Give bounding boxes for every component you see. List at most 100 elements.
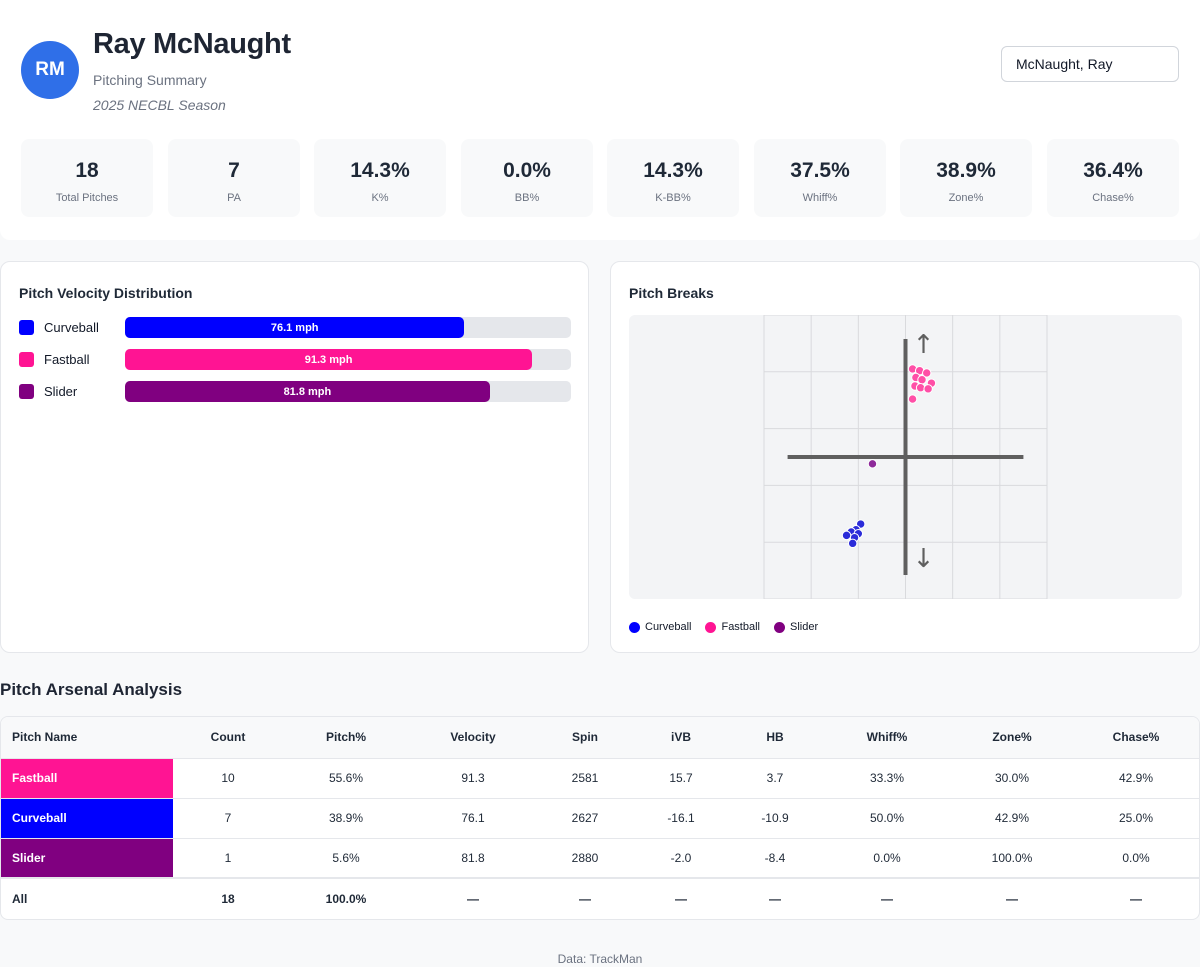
legend-label: Slider <box>790 621 819 633</box>
arrow-down-icon: ↓ <box>913 544 935 574</box>
velocity-cell: 76.1 <box>409 798 537 839</box>
spin-cell: 2627 <box>537 798 633 839</box>
ivb-cell: -16.1 <box>633 798 729 839</box>
whiff-cell: 0.0% <box>821 838 953 879</box>
column-header[interactable]: Chase% <box>1071 717 1199 759</box>
breaks-legend: Curveball Fastball Slider <box>629 621 832 633</box>
scatter-point-slider <box>867 459 878 469</box>
arrow-up-icon: ↑ <box>913 330 935 360</box>
ivb-cell: 15.7 <box>633 758 729 799</box>
scatter-point-curveball <box>847 538 858 549</box>
velocity-row-fastball: Fastball 91.3 mph <box>19 349 571 371</box>
table-row: Fastball 10 55.6% 91.3 2581 15.7 3.7 33.… <box>1 758 1199 799</box>
stat-value: 37.5% <box>790 159 850 182</box>
stat-label: Total Pitches <box>55 192 119 204</box>
whiff-cell: 33.3% <box>821 758 953 799</box>
chase-cell: 25.0% <box>1071 798 1199 839</box>
column-header[interactable]: Pitch Name <box>1 717 173 759</box>
velocity-bar: 81.8 mph <box>125 381 490 402</box>
breaks-plot[interactable]: ↑ ↓ <box>629 315 1182 599</box>
stat-value: 7 <box>228 159 240 182</box>
velocity-track: 76.1 mph <box>125 317 571 338</box>
chase-cell: — <box>1071 877 1199 919</box>
stat-card-pa: 7 PA <box>168 139 300 217</box>
velocity-bar: 76.1 mph <box>125 317 465 338</box>
player-select[interactable]: McNaught, Ray <box>1001 46 1179 82</box>
stat-card-zone-pct: 38.9% Zone% <box>900 139 1032 217</box>
column-header[interactable]: Velocity <box>409 717 537 759</box>
breaks-scatter: ↑↓ <box>763 315 1048 599</box>
stat-value: 18 <box>75 159 99 182</box>
stat-value: 0.0% <box>503 159 551 182</box>
stat-card-total-pitches: 18 Total Pitches <box>21 139 153 217</box>
pitch-name-cell: Slider <box>1 838 173 879</box>
legend-dot <box>629 621 640 633</box>
breaks-panel-title: Pitch Breaks <box>629 285 714 301</box>
pitch-color-swatch <box>19 320 34 335</box>
scatter-point-curveball <box>841 530 852 541</box>
ivb-cell: -2.0 <box>633 838 729 879</box>
stat-label: K-BB% <box>655 192 691 204</box>
legend-label: Curveball <box>645 621 692 633</box>
spin-cell: — <box>537 877 633 919</box>
player-name: Ray McNaught <box>93 28 291 60</box>
pitch-color-swatch <box>19 384 34 399</box>
pitch-name-cell: Curveball <box>1 798 173 839</box>
legend-item-curveball[interactable]: Curveball <box>629 621 691 633</box>
column-header[interactable]: Whiff% <box>821 717 953 759</box>
total-label-cell: All <box>1 877 173 919</box>
pitch-name: Slider <box>44 384 78 399</box>
arsenal-table: Pitch Name Count Pitch% Velocity Spin iV… <box>0 716 1200 920</box>
ivb-cell: — <box>633 877 729 919</box>
velocity-track: 81.8 mph <box>125 381 571 402</box>
stat-value: 36.4% <box>1083 159 1143 182</box>
column-header[interactable]: HB <box>729 717 821 759</box>
stat-card-chase-pct: 36.4% Chase% <box>1047 139 1179 217</box>
count-cell: 18 <box>173 877 283 919</box>
scatter-point-fastball <box>923 384 933 394</box>
stat-card-whiff-pct: 37.5% Whiff% <box>754 139 886 217</box>
stat-label: Zone% <box>948 192 984 204</box>
legend-label: Fastball <box>721 621 760 633</box>
column-header[interactable]: Zone% <box>953 717 1071 759</box>
stat-card-bb-pct: 0.0% BB% <box>461 139 593 217</box>
zone-cell: — <box>953 877 1071 919</box>
arsenal-section-title: Pitch Arsenal Analysis <box>0 680 183 699</box>
table-row: Curveball 7 38.9% 76.1 2627 -16.1 -10.9 … <box>1 798 1199 839</box>
column-header[interactable]: Pitch% <box>283 717 409 759</box>
count-cell: 10 <box>173 758 283 799</box>
velocity-row-slider: Slider 81.8 mph <box>19 381 571 403</box>
scatter-point-fastball <box>907 394 918 404</box>
column-header[interactable]: Spin <box>537 717 633 759</box>
table-header-row: Pitch Name Count Pitch% Velocity Spin iV… <box>1 717 1199 759</box>
pitch-name: Curveball <box>44 320 99 335</box>
spin-cell: 2880 <box>537 838 633 879</box>
velocity-row-curveball: Curveball 76.1 mph <box>19 317 571 339</box>
stat-label: Chase% <box>1092 192 1134 204</box>
velocity-bar: 91.3 mph <box>125 349 533 370</box>
table-total-row: All 18 100.0% — — — — — — — <box>1 877 1199 919</box>
season-label: 2025 NECBL Season <box>93 97 226 113</box>
legend-item-fastball[interactable]: Fastball <box>705 621 760 633</box>
velocity-track: 91.3 mph <box>125 349 571 370</box>
scatter-point-fastball <box>915 383 926 393</box>
stat-value: 38.9% <box>936 159 996 182</box>
column-header[interactable]: iVB <box>633 717 729 759</box>
pitch-pct-cell: 55.6% <box>283 758 409 799</box>
hb-cell: -8.4 <box>729 838 821 879</box>
legend-item-slider[interactable]: Slider <box>774 621 818 633</box>
hb-cell: — <box>729 877 821 919</box>
velocity-cell: 91.3 <box>409 758 537 799</box>
zone-cell: 30.0% <box>953 758 1071 799</box>
column-header[interactable]: Count <box>173 717 283 759</box>
stat-label: PA <box>227 192 241 204</box>
scatter-point-fastball <box>917 375 927 385</box>
data-source-footer: Data: TrackMan <box>557 952 643 966</box>
legend-dot <box>705 621 717 633</box>
spin-cell: 2581 <box>537 758 633 799</box>
count-cell: 1 <box>173 838 283 879</box>
pitch-pct-cell: 38.9% <box>283 798 409 839</box>
stat-value: 14.3% <box>643 159 703 182</box>
pitch-pct-cell: 100.0% <box>283 877 409 919</box>
pitch-name-cell: Fastball <box>1 758 173 799</box>
